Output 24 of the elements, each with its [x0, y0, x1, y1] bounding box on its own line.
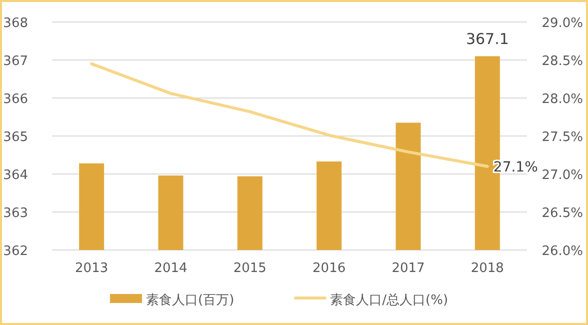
line-series [90, 62, 489, 168]
y-tick-label: 365 [3, 130, 28, 145]
legend-label: 素食人口/总人口(%) [330, 293, 448, 308]
y2-tick-label: 28.0% [542, 92, 583, 107]
x-tick-label: 2018 [470, 261, 504, 276]
data-label: 367.1 [466, 30, 509, 48]
y2-tick-label: 29.0% [542, 16, 583, 31]
y-tick-label: 362 [3, 244, 28, 259]
x-tick-label: 2014 [154, 261, 188, 276]
legend-label: 素食人口(百万) [146, 293, 234, 308]
x-tick-label: 2016 [312, 261, 346, 276]
y2-tick-label: 26.5% [542, 206, 583, 221]
y-tick-label: 366 [3, 92, 28, 107]
x-tick-label: 2015 [233, 261, 266, 276]
y-tick-label: 367 [3, 54, 28, 69]
y2-tick-label: 27.0% [542, 168, 583, 183]
y2-tick-label: 26.0% [542, 244, 583, 259]
y-tick-label: 364 [3, 168, 28, 183]
y-tick-label: 368 [3, 16, 28, 31]
x-tick-label: 2017 [392, 261, 425, 276]
y-tick-label: 363 [3, 206, 28, 221]
y2-tick-label: 28.5% [542, 54, 583, 69]
x-tick-label: 2013 [75, 261, 108, 276]
y2-tick-label: 27.5% [542, 130, 583, 145]
